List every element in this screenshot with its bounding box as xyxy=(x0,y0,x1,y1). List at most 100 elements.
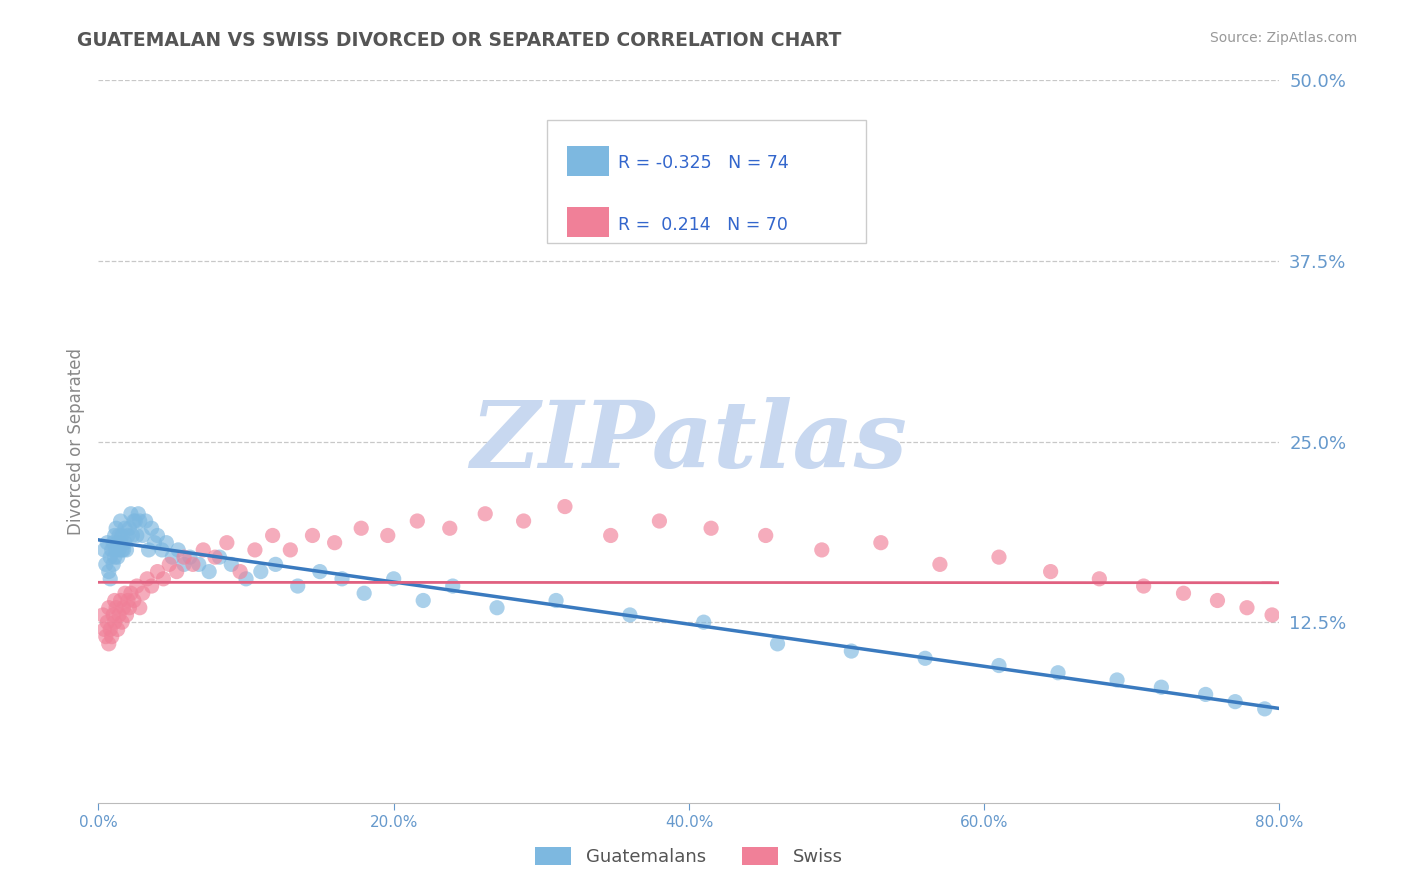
Text: R = -0.325   N = 74: R = -0.325 N = 74 xyxy=(619,154,789,172)
Point xyxy=(439,521,461,535)
Point xyxy=(103,535,125,549)
Point xyxy=(146,528,169,542)
Legend: Guatemalans, Swiss: Guatemalans, Swiss xyxy=(529,839,849,873)
Text: Source: ZipAtlas.com: Source: ZipAtlas.com xyxy=(1209,31,1357,45)
Point xyxy=(323,535,346,549)
Point xyxy=(138,542,160,557)
Point xyxy=(1306,630,1329,644)
Point xyxy=(1173,586,1195,600)
Point xyxy=(280,542,302,557)
Point xyxy=(107,535,129,549)
Point xyxy=(988,550,1011,565)
Point xyxy=(108,607,131,622)
Point xyxy=(350,521,373,535)
Point xyxy=(198,565,221,579)
Point xyxy=(135,514,157,528)
Point xyxy=(441,579,464,593)
Point xyxy=(619,607,641,622)
Point xyxy=(1316,637,1339,651)
Point xyxy=(110,535,132,549)
Point xyxy=(103,558,125,572)
Point xyxy=(98,550,121,565)
Point xyxy=(93,542,115,557)
Point xyxy=(173,550,195,565)
Point xyxy=(110,514,132,528)
Point xyxy=(118,521,141,535)
Point xyxy=(181,558,204,572)
Point xyxy=(120,586,142,600)
Point xyxy=(104,615,127,630)
Point xyxy=(107,550,129,565)
Point xyxy=(103,607,125,622)
Point xyxy=(124,514,146,528)
Point xyxy=(155,535,177,549)
Point xyxy=(412,593,434,607)
Bar xyxy=(567,207,609,237)
Point xyxy=(117,528,139,542)
Point xyxy=(98,572,121,586)
Point xyxy=(115,607,138,622)
Point xyxy=(125,528,148,542)
Point xyxy=(1150,680,1173,694)
Point xyxy=(122,514,145,528)
Point xyxy=(988,658,1011,673)
Point xyxy=(215,535,238,549)
Point xyxy=(693,615,716,630)
Point xyxy=(1279,623,1302,637)
Point xyxy=(309,565,332,579)
Point xyxy=(122,593,145,607)
Point xyxy=(810,542,832,557)
Point xyxy=(406,514,429,528)
Point xyxy=(91,607,114,622)
Point xyxy=(1132,579,1154,593)
Point xyxy=(250,565,273,579)
Point xyxy=(173,558,195,572)
Point xyxy=(97,637,120,651)
Point xyxy=(104,528,127,542)
Point xyxy=(104,550,127,565)
Point xyxy=(1206,593,1229,607)
Point xyxy=(1195,687,1218,701)
Point xyxy=(648,514,671,528)
Bar xyxy=(567,145,609,176)
Point xyxy=(554,500,576,514)
Point xyxy=(179,550,201,565)
Point xyxy=(152,572,174,586)
Point xyxy=(1261,607,1284,622)
Point xyxy=(235,572,257,586)
Point xyxy=(107,623,129,637)
Point xyxy=(1088,572,1111,586)
Point xyxy=(1225,695,1247,709)
Point xyxy=(841,644,863,658)
Point xyxy=(114,586,136,600)
Point xyxy=(204,550,226,565)
Point xyxy=(162,550,183,565)
Point xyxy=(700,521,723,535)
Point xyxy=(100,630,122,644)
Point xyxy=(93,623,115,637)
Point xyxy=(193,542,215,557)
Point xyxy=(208,550,231,565)
Point xyxy=(187,558,209,572)
Point xyxy=(110,593,132,607)
Text: ZIPatlas: ZIPatlas xyxy=(471,397,907,486)
Point xyxy=(1236,600,1258,615)
Point xyxy=(132,586,155,600)
Point xyxy=(98,623,121,637)
Point xyxy=(766,637,789,651)
Point xyxy=(117,593,139,607)
Point xyxy=(287,579,309,593)
Point xyxy=(914,651,936,665)
Point xyxy=(94,558,117,572)
Point xyxy=(141,579,163,593)
Point xyxy=(111,542,134,557)
Point xyxy=(1107,673,1129,687)
Point xyxy=(111,528,134,542)
Point xyxy=(382,572,405,586)
Point xyxy=(264,558,287,572)
Point xyxy=(112,542,135,557)
Point xyxy=(96,615,118,630)
Point xyxy=(929,558,952,572)
Point xyxy=(111,615,134,630)
Point xyxy=(121,528,143,542)
